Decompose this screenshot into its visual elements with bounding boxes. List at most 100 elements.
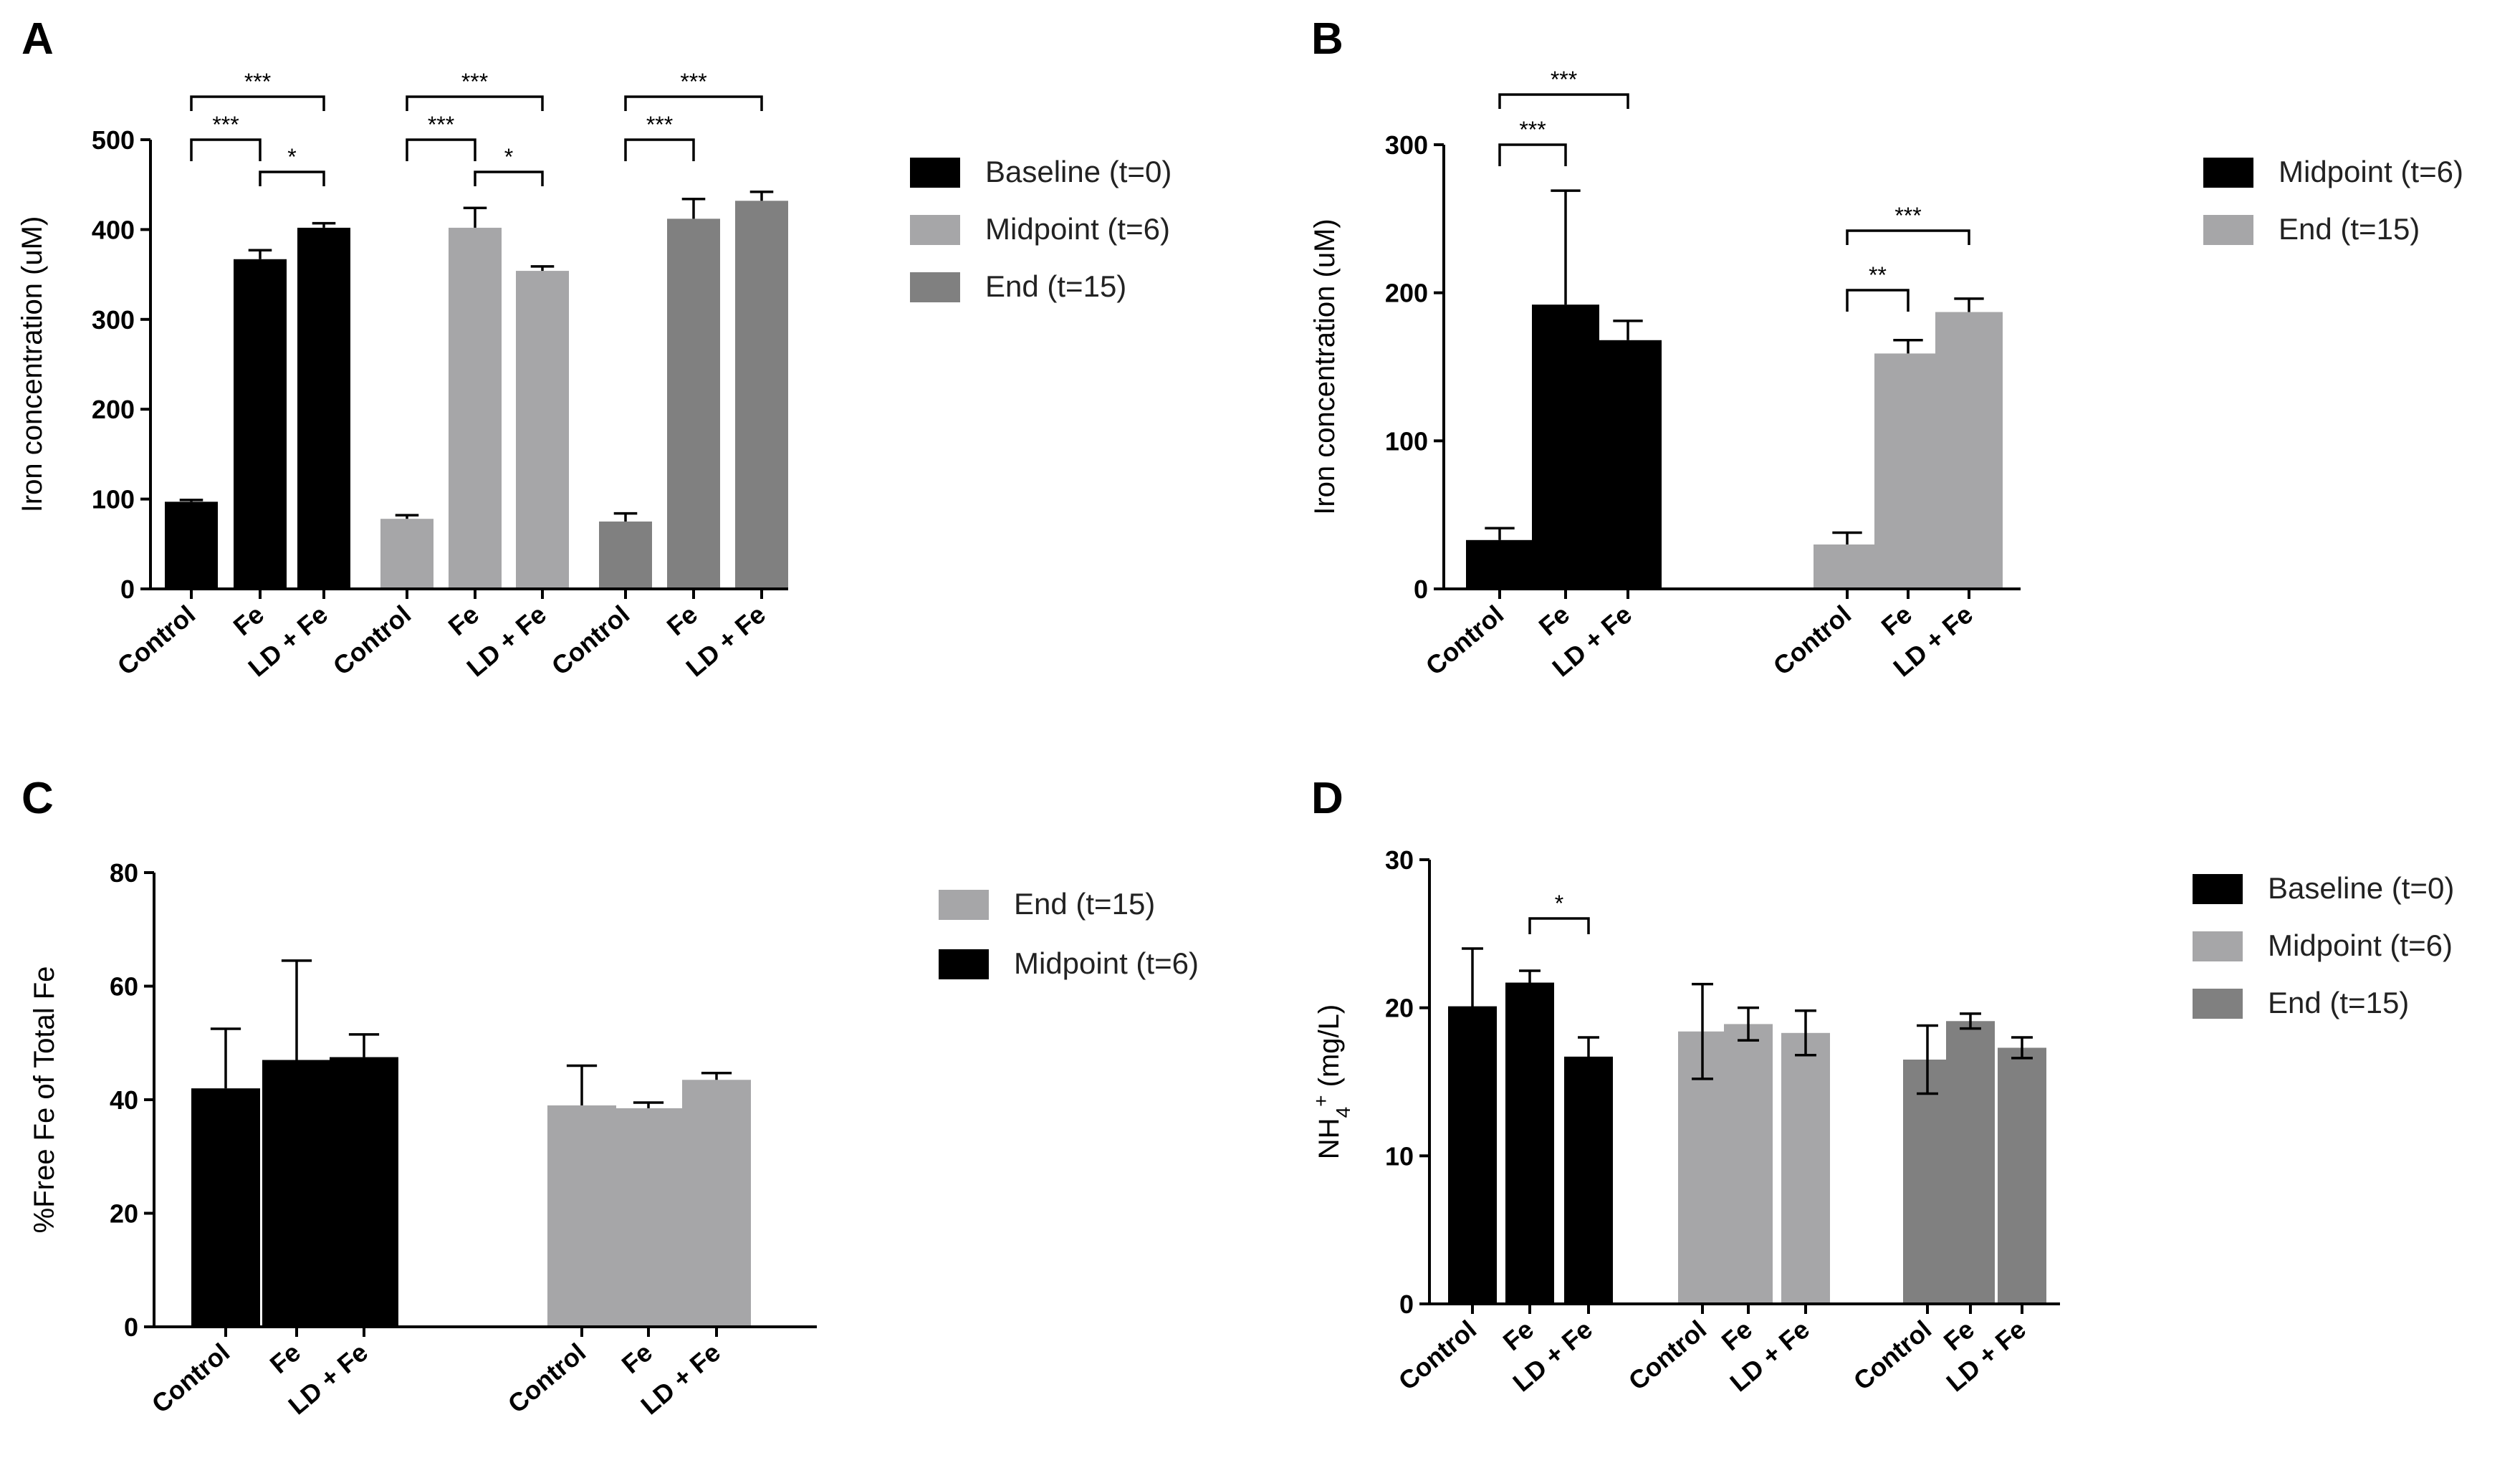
panel-b-significance-bracket-2 [1498, 93, 1629, 109]
panel-d-legend-label-1: Baseline (t=0) [2268, 871, 2454, 905]
panel-a-significance-bracket-8 [624, 95, 763, 111]
panel-c-x-tick-label-4: Control [502, 1338, 591, 1419]
panel-b-bar-5 [1874, 353, 1942, 589]
panel-d-bar-8 [1946, 1021, 1995, 1304]
panel-c-bar-2 [262, 1060, 331, 1327]
panel-a-bar-5 [449, 227, 502, 589]
panel-c-bar-6 [682, 1080, 751, 1327]
panel-c-legend-label-2: Midpoint (t=6) [1014, 946, 1199, 980]
panel-a-significance-bracket-5 [474, 171, 544, 186]
panel-b-y-tick-label-0: 0 [1414, 575, 1428, 604]
panel-b-bar-1 [1466, 539, 1533, 589]
panel-c-legend-swatch-2 [939, 949, 989, 979]
panel-b-significance-bracket-4 [1846, 229, 1970, 245]
panel-a-x-tick-label-7: Control [546, 600, 635, 681]
panel-c-y-tick-label-80: 80 [110, 858, 138, 888]
panel-a-legend-label-1: Baseline (t=0) [985, 155, 1172, 188]
panel-label-c: C [21, 774, 54, 823]
panel-d-bar-5 [1724, 1024, 1773, 1304]
panel-a-legend-swatch-1 [910, 158, 960, 188]
panel-c-y-tick-label-20: 20 [110, 1199, 138, 1229]
panel-a-x-tick-label-8: Fe [661, 600, 704, 641]
panel-b-significance-label-4: *** [1894, 203, 1921, 229]
panel-label-a: A [21, 14, 54, 64]
panel-b-significance-label-1: *** [1519, 117, 1546, 143]
panel-c-legend-label-1: End (t=15) [1014, 887, 1155, 921]
panel-b-legend-label-1: Midpoint (t=6) [2279, 155, 2463, 188]
panel-a-x-tick-label-5: Fe [443, 600, 485, 641]
panel-c-bar-5 [614, 1108, 683, 1327]
panel-c-y-tick-label-60: 60 [110, 972, 138, 1002]
panel-a-bar-6 [516, 271, 569, 589]
panel-d-x-tick-label-2: Fe [1498, 1315, 1540, 1356]
panel-a-legend-swatch-2 [910, 215, 960, 245]
panel-a-bar-9 [735, 201, 788, 590]
panel-b-x-tick-label-2: Fe [1533, 600, 1576, 641]
panel-c-x-tick-label-1: Control [146, 1338, 235, 1419]
panel-d-legend-label-2: Midpoint (t=6) [2268, 928, 2453, 962]
panel-a-y-axis-title: Iron concentration (uM) [16, 216, 48, 513]
panel-a-significance-label-3: *** [244, 69, 271, 95]
panel-b-legend-swatch-2 [2203, 215, 2253, 245]
panel-a-bar-7 [599, 521, 652, 589]
panel-a-significance-label-2: * [287, 144, 296, 170]
panel-a-bar-3 [297, 227, 350, 589]
panel-a-y-tick-label-300: 300 [92, 305, 135, 335]
panel-d-legend-swatch-1 [2193, 874, 2243, 904]
panel-d-x-tick-label-7: Control [1848, 1315, 1937, 1396]
panel-a-bar-1 [165, 501, 218, 589]
panel-b-bar-2 [1532, 304, 1599, 589]
panel-b-bar-6 [1935, 312, 2003, 589]
panel-a-significance-bracket-6 [406, 95, 544, 111]
panel-a-significance-label-6: *** [461, 69, 488, 95]
panel-c-y-axis-title: %Free Fe of Total Fe [29, 966, 60, 1234]
panel-d-significance-bracket-1 [1528, 917, 1590, 934]
panel-a-bar-8 [667, 219, 720, 589]
panel-c-bar-3 [330, 1057, 398, 1327]
panel-c-bar-4 [547, 1105, 616, 1327]
panel-a-significance-label-4: *** [428, 112, 454, 138]
panel-d-bar-6 [1781, 1032, 1830, 1304]
panel-d-y-tick-label-30: 30 [1385, 845, 1414, 875]
panel-a-y-tick-label-0: 0 [120, 575, 135, 604]
panel-a-x-tick-label-4: Control [327, 600, 416, 681]
panel-d-y-axis-title: NH4+ (mg/L) [1310, 1004, 1354, 1159]
panel-a-significance-label-1: *** [212, 112, 239, 138]
panel-label-d: D [1311, 774, 1343, 823]
panel-d-bar-9 [1998, 1047, 2046, 1304]
panel-a-significance-bracket-3 [190, 95, 325, 111]
panel-a-significance-bracket-1 [190, 138, 262, 161]
panel-d-legend-swatch-3 [2193, 989, 2243, 1019]
panel-a-x-tick-label-1: Control [112, 600, 201, 681]
panel-d-legend-swatch-2 [2193, 931, 2243, 961]
panel-c-legend-swatch-1 [939, 890, 989, 920]
panel-a-legend-label-3: End (t=15) [985, 269, 1126, 303]
panel-d-x-tick-label-4: Control [1623, 1315, 1712, 1396]
panel-c-x-tick-label-5: Fe [616, 1338, 658, 1379]
panel-b-bar-3 [1594, 340, 1662, 589]
panel-c-y-tick-label-0: 0 [124, 1312, 138, 1342]
panel-a-y-tick-label-200: 200 [92, 395, 135, 424]
panel-b-legend-swatch-1 [2203, 158, 2253, 188]
panel-a-significance-bracket-4 [406, 138, 476, 161]
panel-b-y-axis-title: Iron concentration (uM) [1309, 219, 1341, 515]
panel-d-y-tick-label-20: 20 [1385, 994, 1414, 1023]
panel-a-x-tick-label-2: Fe [228, 600, 270, 641]
panel-b-significance-bracket-3 [1846, 289, 1910, 312]
panel-b-y-tick-label-300: 300 [1385, 130, 1428, 160]
panel-d-significance-label-1: * [1555, 891, 1563, 916]
panel-d-x-tick-label-1: Control [1393, 1315, 1482, 1396]
panel-a-legend-swatch-3 [910, 272, 960, 302]
panel-a-significance-label-8: *** [680, 69, 706, 95]
panel-a-significance-label-7: *** [646, 112, 673, 138]
panel-c-x-tick-label-2: Fe [264, 1338, 307, 1379]
panel-d-bar-2 [1505, 982, 1554, 1304]
panel-a-bar-2 [234, 259, 287, 589]
panel-label-b: B [1311, 14, 1343, 64]
panel-a-significance-bracket-2 [259, 171, 325, 186]
panel-a-y-tick-label-500: 500 [92, 125, 135, 155]
panel-b-y-tick-label-100: 100 [1385, 426, 1428, 456]
panel-a-significance-label-5: * [504, 144, 513, 170]
